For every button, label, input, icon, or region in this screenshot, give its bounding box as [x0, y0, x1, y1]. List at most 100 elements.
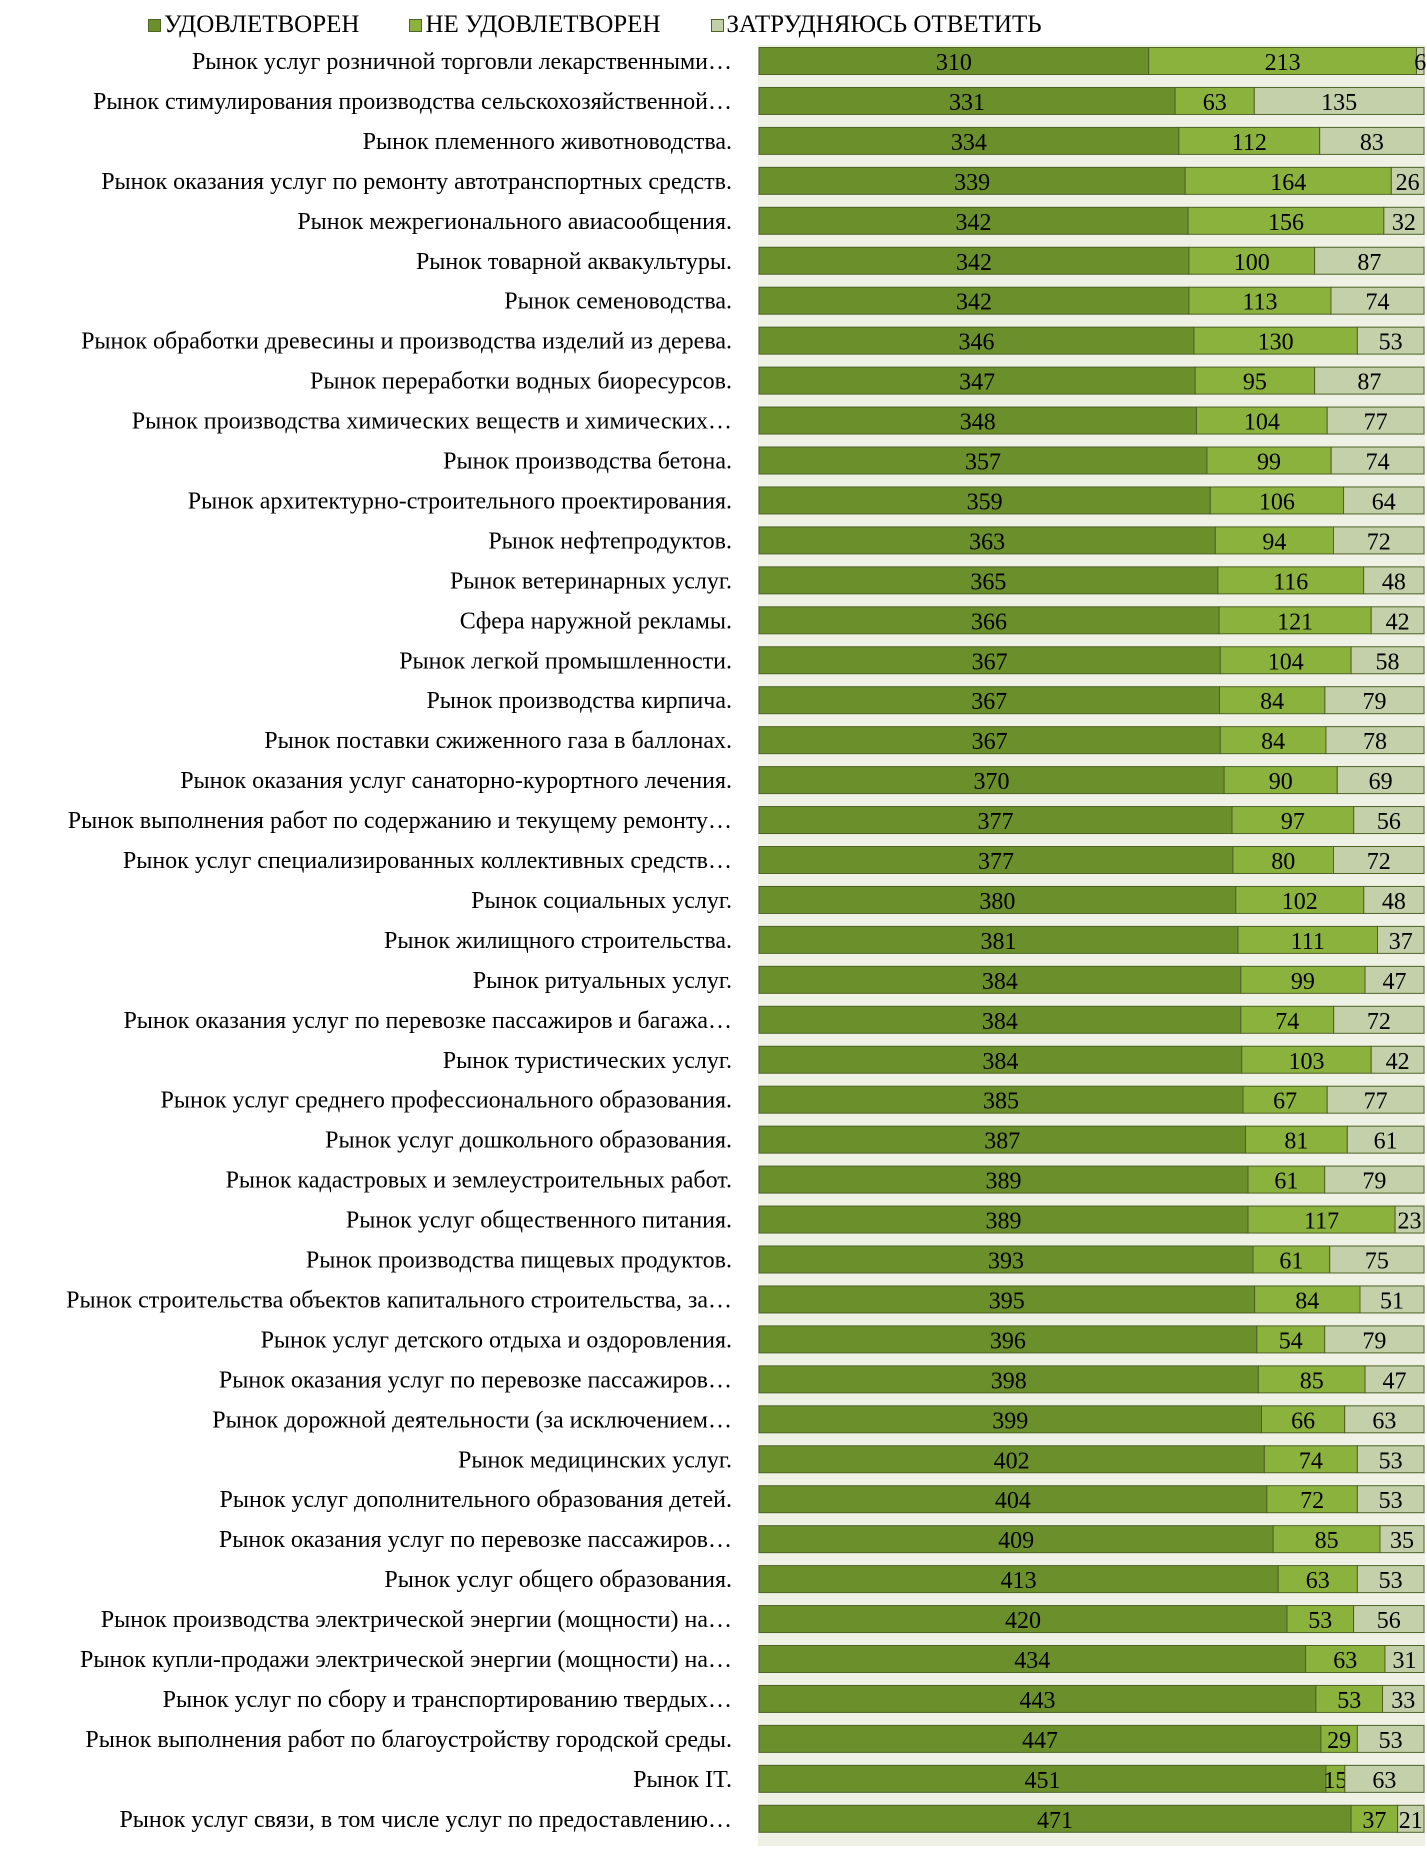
- data-label-not-satisfied: 67: [1273, 1089, 1297, 1115]
- data-label-not-satisfied: 53: [1308, 1608, 1332, 1634]
- data-label-hard-to-say: 74: [1366, 450, 1390, 476]
- bar-segment-satisfied: [758, 126, 1180, 155]
- data-label-satisfied: 443: [1019, 1688, 1055, 1714]
- category-label: Рынок поставки сжиженного газа в баллона…: [264, 728, 732, 754]
- data-label-satisfied: 365: [970, 569, 1006, 595]
- category-label: Рынок услуг общего образования.: [384, 1567, 732, 1593]
- category-label: Рынок кадастровых и землеустроительных р…: [226, 1168, 732, 1194]
- bar-segment-hard-to-say: [1353, 1605, 1425, 1634]
- data-label-hard-to-say: 79: [1362, 1328, 1386, 1354]
- category-label: Сфера наружной рекламы.: [460, 608, 732, 634]
- bar-segment-not-satisfied: [1178, 126, 1321, 155]
- bar-segment-not-satisfied: [1350, 1804, 1399, 1833]
- category-label: Рынок нефтепродуктов.: [488, 528, 732, 554]
- category-label: Рынок легкой промышленности.: [399, 648, 732, 674]
- bar-segment-not-satisfied: [1193, 326, 1358, 355]
- data-label-satisfied: 389: [986, 1209, 1022, 1235]
- bar-segment-hard-to-say: [1332, 526, 1425, 555]
- legend-swatch-satisfied: [148, 18, 161, 32]
- bar-segment-hard-to-say: [1383, 206, 1425, 235]
- data-label-hard-to-say: 53: [1379, 1568, 1403, 1594]
- data-label-not-satisfied: 85: [1300, 1368, 1324, 1394]
- data-label-hard-to-say: 69: [1369, 769, 1393, 795]
- bar-segment-not-satisfied: [1244, 1125, 1348, 1154]
- bar-segment-hard-to-say: [1370, 1045, 1425, 1074]
- data-label-satisfied: 404: [995, 1488, 1031, 1514]
- category-label: Рынок услуг детского отдыха и оздоровлен…: [261, 1327, 732, 1353]
- data-label-satisfied: 363: [969, 529, 1005, 555]
- category-label: Рынок услуг дополнительного образования …: [220, 1487, 732, 1513]
- data-label-satisfied: 447: [1022, 1728, 1058, 1754]
- data-label-satisfied: 342: [956, 250, 992, 276]
- data-label-not-satisfied: 61: [1279, 1249, 1303, 1275]
- legend-label-hard-to-say: ЗАТРУДНЯЮСЬ ОТВЕТИТЬ: [726, 11, 1042, 38]
- bar-segment-not-satisfied: [1206, 446, 1332, 475]
- data-label-satisfied: 434: [1014, 1648, 1050, 1674]
- data-label-not-satisfied: 63: [1333, 1648, 1357, 1674]
- bar-segment-satisfied: [758, 1005, 1242, 1034]
- data-label-satisfied: 398: [991, 1368, 1027, 1394]
- bar-segment-satisfied: [758, 1445, 1265, 1474]
- bar-segment-hard-to-say: [1324, 686, 1425, 715]
- category-label: Рынок производства пищевых продуктов.: [306, 1248, 732, 1274]
- bar-segment-hard-to-say: [1314, 366, 1425, 395]
- bar-segment-not-satisfied: [1231, 806, 1355, 835]
- bar-segment-satisfied: [758, 1605, 1288, 1634]
- data-label-not-satisfied: 84: [1295, 1288, 1319, 1314]
- bar-segment-not-satisfied: [1218, 686, 1326, 715]
- data-label-hard-to-say: 61: [1374, 1129, 1398, 1155]
- bar-segment-not-satisfied: [1214, 526, 1334, 555]
- bar-segment-not-satisfied: [1232, 846, 1334, 874]
- data-label-hard-to-say: 72: [1367, 529, 1391, 555]
- data-label-hard-to-say: 31: [1392, 1648, 1416, 1674]
- category-label: Рынок медицинских услуг.: [458, 1447, 732, 1473]
- bar-segment-satisfied: [758, 1804, 1352, 1833]
- data-label-hard-to-say: 6: [1414, 50, 1426, 76]
- category-label: Рынок переработки водных биоресурсов.: [310, 369, 732, 395]
- data-label-not-satisfied: 74: [1275, 1009, 1299, 1035]
- data-label-not-satisfied: 94: [1262, 529, 1286, 555]
- bar-segment-hard-to-say: [1356, 1565, 1425, 1594]
- data-label-hard-to-say: 87: [1357, 250, 1381, 276]
- category-label: Рынок дорожной деятельности (за исключен…: [212, 1407, 732, 1433]
- data-label-hard-to-say: 42: [1386, 1049, 1410, 1075]
- category-label: Рынок производства бетона.: [443, 449, 732, 475]
- data-label-not-satisfied: 121: [1277, 609, 1313, 635]
- data-label-not-satisfied: 74: [1299, 1448, 1323, 1474]
- data-label-not-satisfied: 95: [1243, 370, 1267, 396]
- category-label: Рынок услуг дошкольного образования.: [325, 1128, 732, 1154]
- bar-segment-hard-to-say: [1344, 1764, 1425, 1793]
- bar-segment-satisfied: [758, 486, 1211, 515]
- data-label-not-satisfied: 99: [1291, 969, 1315, 995]
- data-label-not-satisfied: 156: [1268, 210, 1304, 236]
- category-label: Рынок услуг среднего профессионального о…: [161, 1088, 733, 1114]
- bar-segment-not-satisfied: [1217, 566, 1365, 595]
- data-label-satisfied: 399: [992, 1408, 1028, 1434]
- bar-segment-satisfied: [758, 1724, 1322, 1753]
- category-label: Рынок выполнения работ по благоустройств…: [85, 1727, 732, 1753]
- data-label-satisfied: 402: [994, 1448, 1030, 1474]
- data-label-satisfied: 367: [972, 649, 1008, 675]
- data-label-not-satisfied: 54: [1279, 1328, 1303, 1354]
- data-label-satisfied: 331: [949, 90, 985, 116]
- data-label-satisfied: 384: [982, 1009, 1018, 1035]
- data-label-hard-to-say: 63: [1372, 1768, 1396, 1794]
- data-label-hard-to-say: 72: [1367, 1009, 1391, 1035]
- bar-segment-not-satisfied: [1188, 246, 1316, 275]
- data-label-hard-to-say: 35: [1390, 1528, 1414, 1554]
- bar-segment-not-satisfied: [1209, 486, 1345, 515]
- data-label-not-satisfied: 84: [1261, 729, 1285, 755]
- data-label-not-satisfied: 61: [1274, 1169, 1298, 1195]
- data-label-hard-to-say: 74: [1365, 290, 1389, 316]
- category-label: Рынок производства химических веществ и …: [132, 409, 732, 435]
- bar-segment-not-satisfied: [1218, 606, 1372, 635]
- category-label: Рынок обработки древесины и производства…: [81, 329, 732, 355]
- data-label-satisfied: 359: [967, 489, 1003, 515]
- bar-segment-not-satisfied: [1174, 86, 1255, 115]
- bar-segment-hard-to-say: [1415, 47, 1425, 75]
- data-label-satisfied: 380: [979, 889, 1015, 915]
- data-label-hard-to-say: 83: [1360, 130, 1384, 156]
- category-label: Рынок социальных услуг.: [471, 888, 732, 914]
- bar-segment-satisfied: [758, 1245, 1254, 1274]
- data-label-hard-to-say: 58: [1376, 649, 1400, 675]
